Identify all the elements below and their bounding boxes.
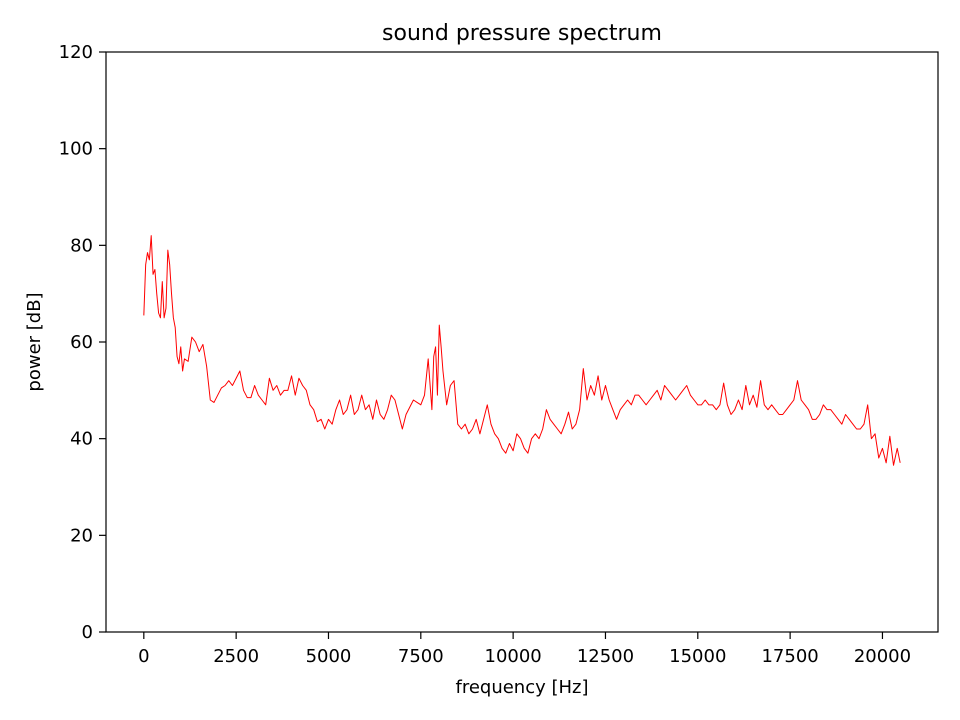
- y-tick-label: 0: [82, 622, 93, 643]
- x-tick-label: 5000: [306, 646, 352, 667]
- y-tick-label: 80: [70, 235, 93, 256]
- x-tick-label: 17500: [761, 646, 818, 667]
- y-tick-label: 40: [70, 429, 93, 450]
- plot-layer: [143, 235, 901, 466]
- series-line-0: [143, 235, 901, 466]
- plot-frame: [105, 51, 939, 633]
- y-tick-label: 120: [59, 42, 93, 63]
- x-tick-label: 7500: [398, 646, 444, 667]
- ticks-layer: 0 2500 5000 7500 10000 12500 15000 17500 20000 0 2…: [59, 42, 911, 667]
- x-tick-label: 2500: [213, 646, 259, 667]
- y-axis-label: power [dB]: [24, 292, 45, 391]
- x-axis-label: frequency [Hz]: [455, 677, 588, 698]
- y-tick-label: 60: [70, 332, 93, 353]
- chart-title: sound pressure spectrum: [382, 21, 662, 46]
- y-tick-label: 100: [59, 139, 93, 160]
- x-tick-label: 12500: [577, 646, 634, 667]
- x-tick-label: 0: [138, 646, 149, 667]
- y-tick-label: 20: [70, 525, 93, 546]
- x-tick-label: 15000: [669, 646, 726, 667]
- x-tick-label: 20000: [854, 646, 911, 667]
- x-tick-label: 10000: [485, 646, 542, 667]
